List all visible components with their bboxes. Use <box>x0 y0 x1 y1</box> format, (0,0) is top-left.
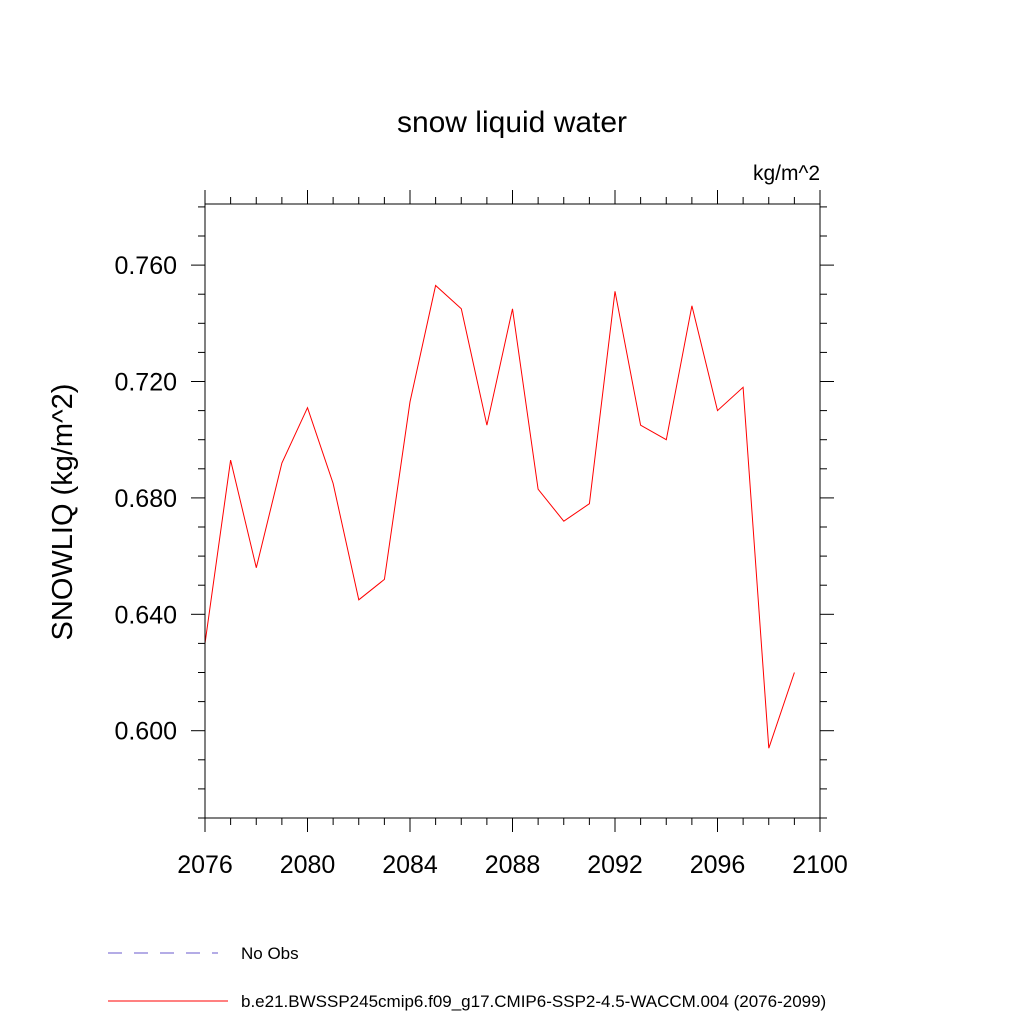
legend-label-no-obs: No Obs <box>241 944 299 963</box>
y-tick-label: 0.600 <box>114 718 177 746</box>
x-tick-label: 2100 <box>792 851 848 879</box>
x-tick-label: 2084 <box>382 851 438 879</box>
chart-title: snow liquid water <box>397 106 627 139</box>
legend-label-model: b.e21.BWSSP245cmip6.f09_g17.CMIP6-SSP2-4… <box>241 992 826 1011</box>
y-axis-label: SNOWLIQ (kg/m^2) <box>47 384 79 641</box>
y-tick-label: 0.680 <box>114 485 177 513</box>
x-tick-label: 2076 <box>177 851 233 879</box>
y-tick-label: 0.640 <box>114 601 177 629</box>
y-tick-label: 0.720 <box>114 369 177 397</box>
tick-labels: 2076 2080 2084 2088 2092 2096 2100 0.600 0.640 0.… <box>114 252 847 879</box>
x-tick-label: 2092 <box>587 851 643 879</box>
units-label: kg/m^2 <box>753 162 820 185</box>
axis-ticks <box>191 190 834 832</box>
series-line-model <box>204 284 795 749</box>
plot-frame <box>204 203 821 819</box>
series-layer <box>204 284 795 749</box>
legend: No Obs b.e21.BWSSP245cmip6.f09_g17.CMIP6… <box>108 944 826 1011</box>
y-tick-label: 0.760 <box>114 252 177 280</box>
x-tick-label: 2096 <box>690 851 746 879</box>
x-tick-label: 2088 <box>485 851 541 879</box>
x-tick-label: 2080 <box>280 851 336 879</box>
